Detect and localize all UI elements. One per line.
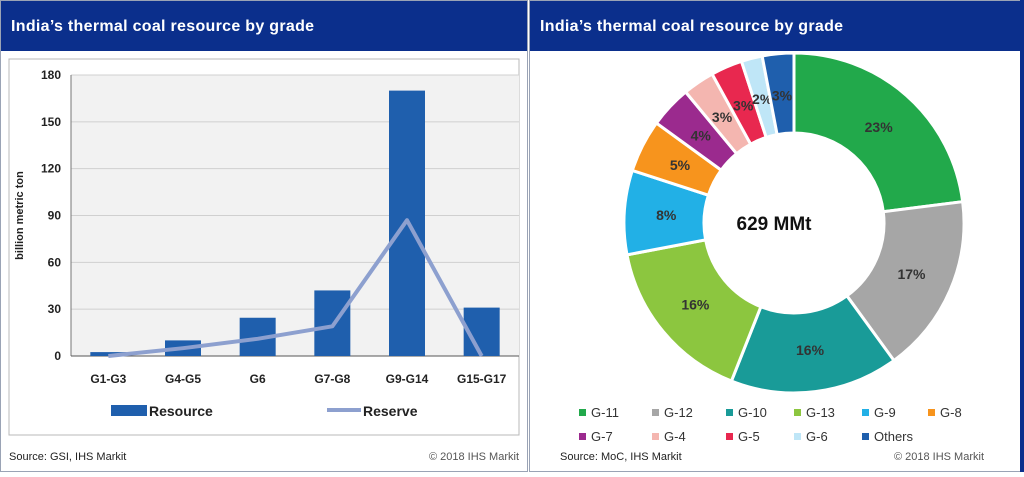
y-tick-label: 120 [41, 162, 61, 176]
donut-slice [792, 51, 965, 214]
slice-label: 3% [712, 109, 733, 125]
slice-label: 16% [681, 297, 710, 313]
x-tick-label: G15-G17 [457, 372, 507, 386]
left-chart-title: India’s thermal coal resource by grade [11, 18, 315, 35]
right-title-bar: India’s thermal coal resource by grade [530, 1, 1020, 51]
slice-label: 16% [796, 342, 825, 358]
x-tick-label: G1-G3 [90, 372, 126, 386]
left-source: Source: GSI, IHS Markit [9, 451, 127, 463]
legend-swatch [862, 409, 869, 416]
y-tick-label: 90 [48, 209, 62, 223]
slice-label: 17% [897, 266, 926, 282]
slice-label: 23% [865, 119, 894, 135]
slice-label: 3% [733, 98, 754, 114]
legend-swatch [726, 409, 733, 416]
legend-swatch [579, 433, 586, 440]
y-axis-label: billion metric ton [14, 171, 26, 260]
y-tick-label: 0 [54, 349, 61, 363]
slice-label: 8% [656, 207, 677, 223]
legend-label: G-9 [874, 405, 896, 420]
right-copyright: © 2018 IHS Markit [893, 451, 984, 463]
slice-label: 3% [772, 88, 793, 104]
x-tick-label: G4-G5 [165, 372, 201, 386]
right-chart-title: India’s thermal coal resource by grade [540, 18, 844, 35]
x-tick-label: G9-G14 [386, 372, 429, 386]
legend-label: Others [874, 429, 914, 444]
legend-label: G-6 [806, 429, 828, 444]
right-edge-bar [1020, 0, 1024, 472]
legend-swatch [726, 433, 733, 440]
legend-swatch-resource [111, 405, 147, 416]
legend-swatch [652, 409, 659, 416]
legend-label: G-10 [738, 405, 767, 420]
left-copyright: © 2018 IHS Markit [428, 451, 519, 463]
legend-swatch [928, 409, 935, 416]
legend-label: G-11 [591, 405, 619, 420]
y-tick-label: 30 [48, 302, 62, 316]
right-chart-panel: India’s thermal coal resource by grade 2… [529, 0, 1020, 472]
legend-swatch [794, 433, 801, 440]
legend-swatch [579, 409, 586, 416]
x-tick-label: G6 [250, 372, 266, 386]
legend-label: G-5 [738, 429, 760, 444]
right-source: Source: MoC, IHS Markit [560, 451, 682, 463]
left-title-bar: India’s thermal coal resource by grade [1, 1, 527, 51]
slice-label: 2% [752, 91, 773, 107]
legend-label: G-4 [664, 429, 686, 444]
y-tick-label: 60 [48, 255, 62, 269]
slice-label: 5% [670, 157, 691, 173]
legend-label-reserve: Reserve [363, 403, 418, 419]
legend-label: G-8 [940, 405, 962, 420]
legend-swatch [652, 433, 659, 440]
y-tick-label: 150 [41, 115, 61, 129]
legend-label: G-13 [806, 405, 835, 420]
donut-center-label: 629 MMt [737, 214, 813, 235]
legend-swatch [862, 433, 869, 440]
bar-line-chart: 0 30 60 90 120 150 180 billion metric ton G1-G3 G… [8, 58, 520, 436]
reserve-line [108, 218, 484, 358]
slice-label: 4% [691, 127, 712, 143]
legend-label: G-7 [591, 429, 613, 444]
legend-label: G-12 [664, 405, 693, 420]
x-tick-label: G7-G8 [314, 372, 350, 386]
left-chart-panel: India’s thermal coal resource by grade 0… [0, 0, 528, 472]
legend-swatch [794, 409, 801, 416]
y-tick-label: 180 [41, 68, 61, 82]
legend-label-resource: Resource [149, 403, 213, 419]
donut-slice [760, 51, 796, 137]
